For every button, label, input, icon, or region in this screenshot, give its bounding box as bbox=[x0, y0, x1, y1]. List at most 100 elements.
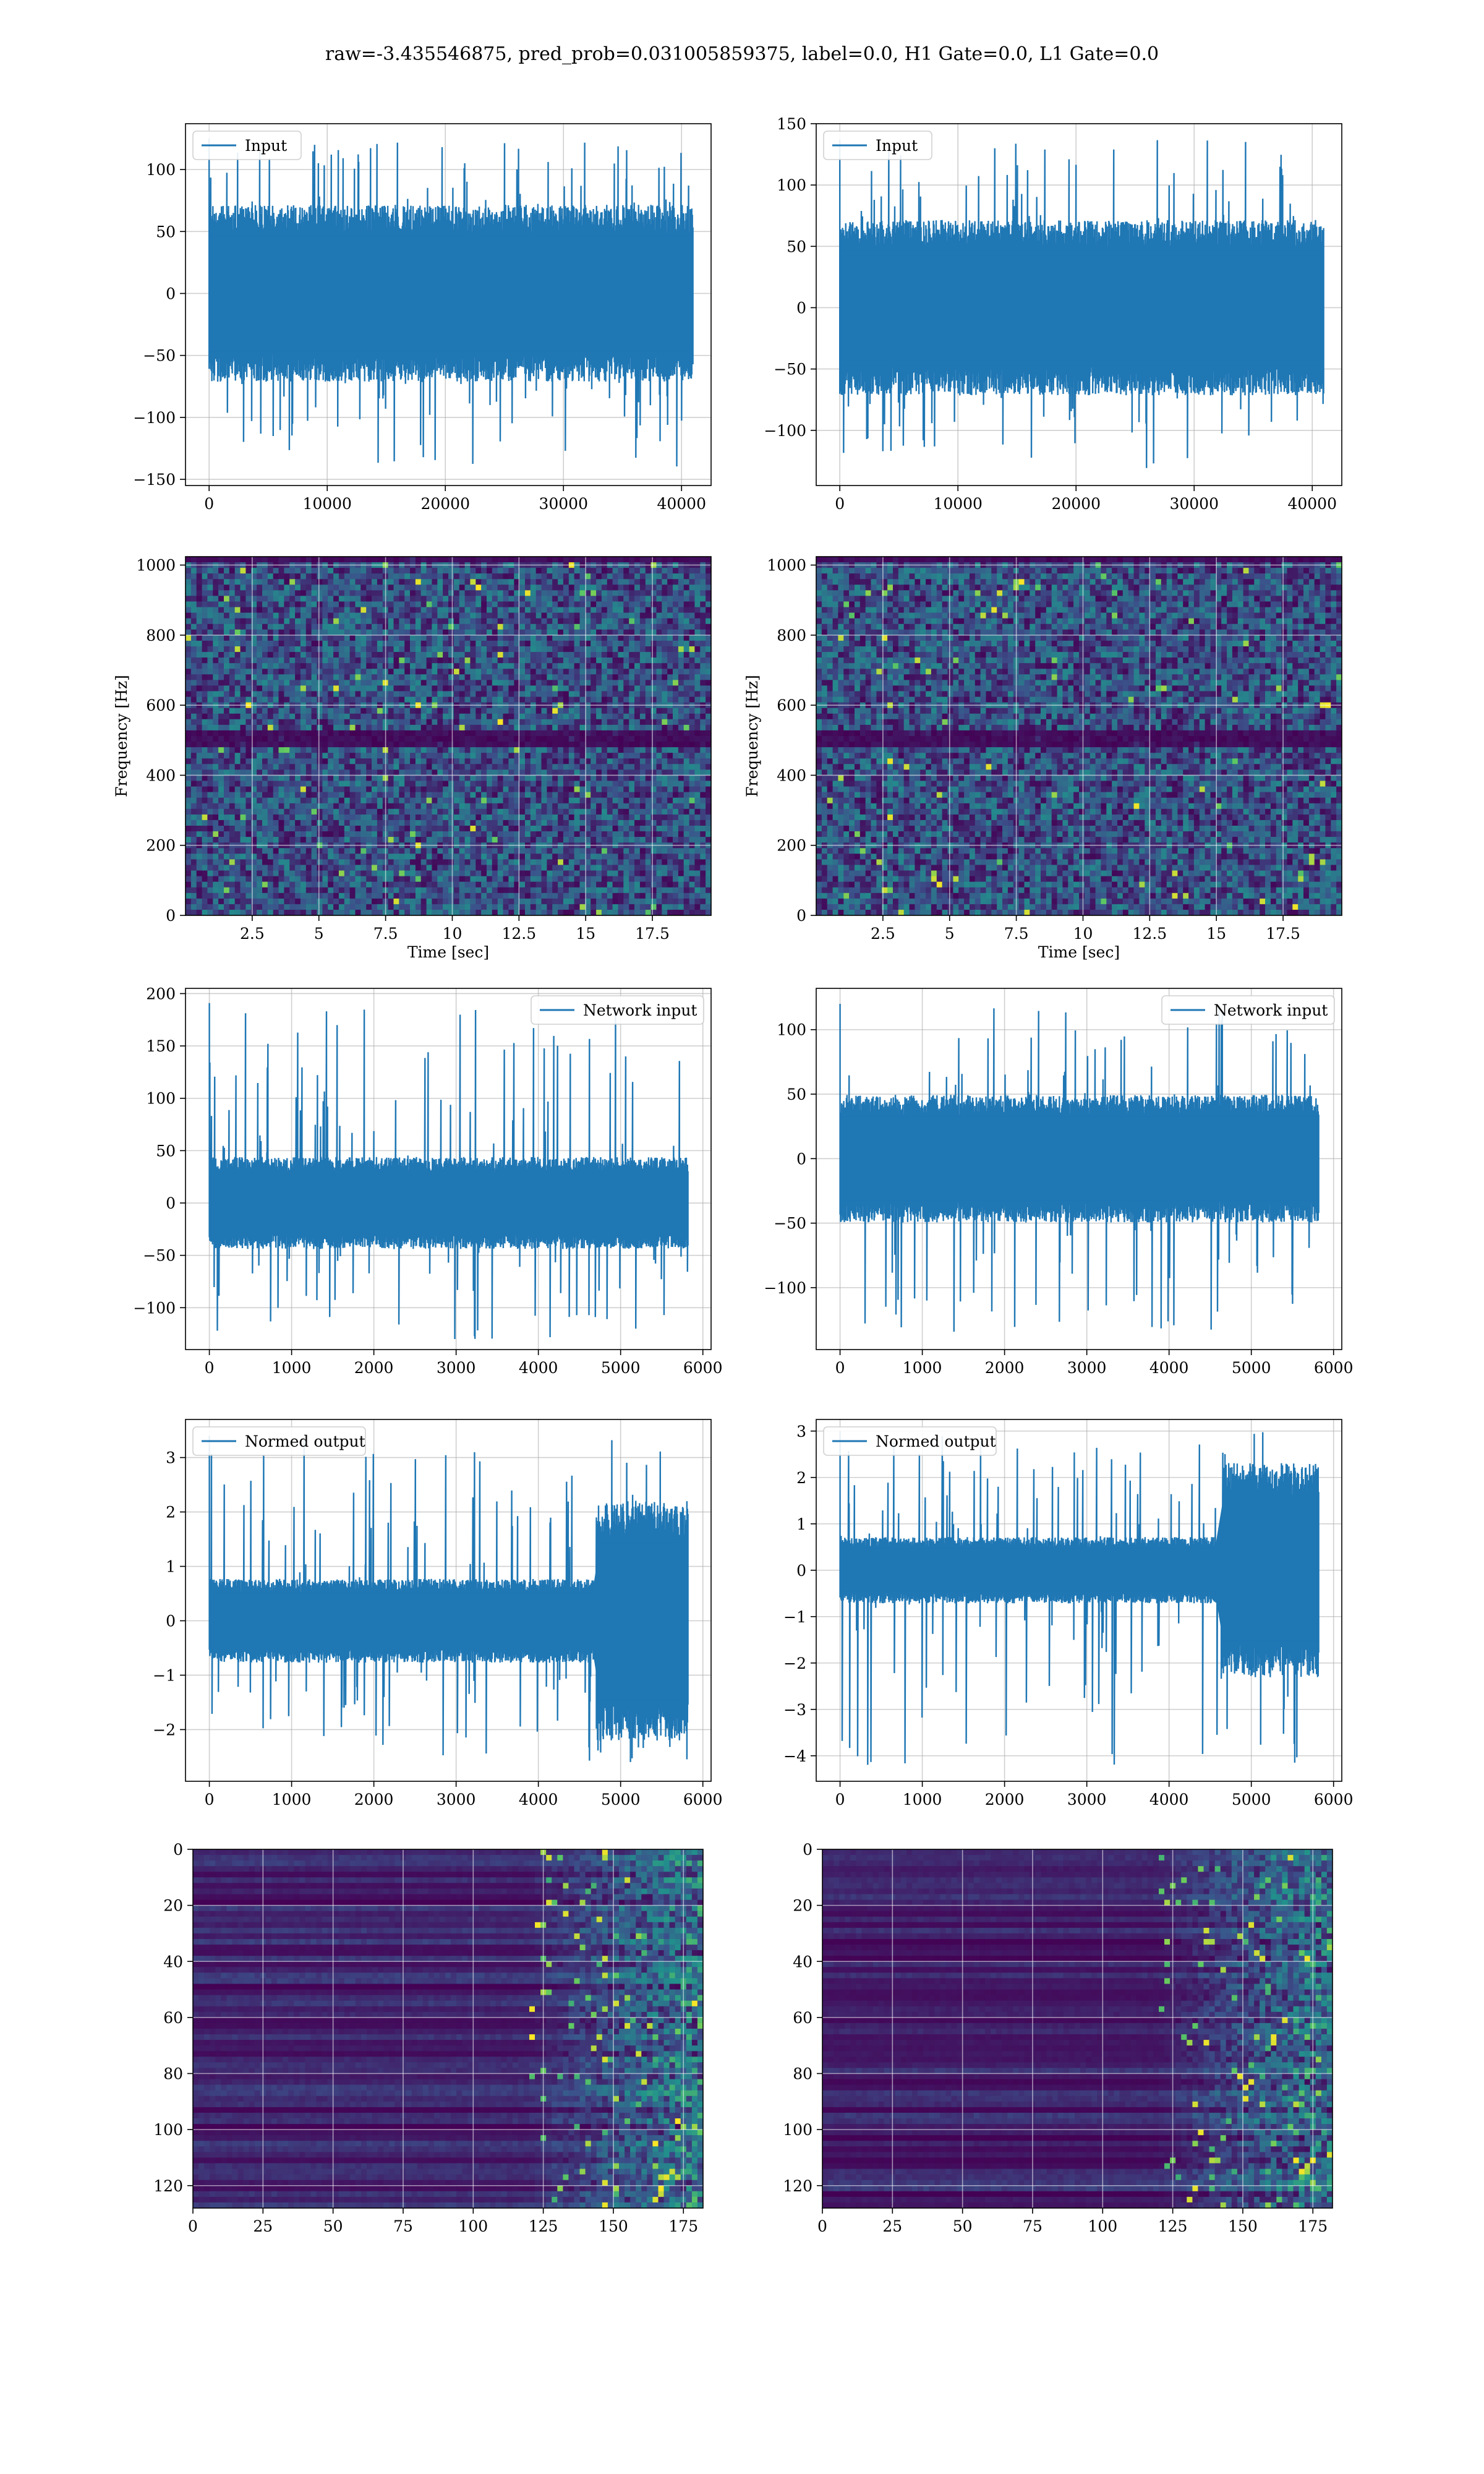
x-tick-label: 0 bbox=[188, 2217, 198, 2235]
x-tick-label: 3000 bbox=[1067, 1791, 1107, 1808]
x-tick-label: 0 bbox=[835, 1791, 845, 1808]
axes-frame bbox=[816, 988, 1342, 1350]
legend: Input bbox=[823, 131, 932, 160]
y-tick-label: −100 bbox=[764, 1279, 806, 1297]
y-axis-label: Frequency [Hz] bbox=[743, 675, 761, 797]
y-tick-label: 40 bbox=[793, 1953, 812, 1971]
panel-r3-c1: 0 1000 2000 3000 4000 5000 6000 −100 −50 0 50 100 15… bbox=[133, 985, 722, 1377]
legend-box bbox=[1161, 995, 1335, 1025]
series-band bbox=[840, 1500, 1319, 1641]
y-tick-label: 100 bbox=[146, 161, 176, 179]
panel-r3-c2: 0 1000 2000 3000 4000 5000 6000 −100 −50 0 50 100 Ne… bbox=[764, 988, 1354, 1377]
x-tick-label: 100 bbox=[1088, 2217, 1117, 2235]
heatmap-cells bbox=[193, 1849, 703, 2208]
x-tick-label: 3000 bbox=[1067, 1359, 1107, 1377]
x-tick-label: 7.5 bbox=[1004, 925, 1029, 943]
y-tick-label: 0 bbox=[796, 1562, 806, 1580]
x-axis-label: Time [sec] bbox=[407, 943, 489, 961]
y-tick-label: 3 bbox=[166, 1449, 176, 1467]
x-tick-label: 25 bbox=[882, 2217, 902, 2235]
y-tick-label: 0 bbox=[803, 1841, 812, 1859]
panel-r1-c1: 0 10000 20000 30000 40000 −150 −100 −50 0 50 100 In… bbox=[133, 123, 712, 513]
x-tick-label: 125 bbox=[1158, 2217, 1188, 2235]
panel-r5-c1: 0 25 50 75 100 125 150 175 0 20 40 60 80 100 120 bbox=[153, 1841, 704, 2235]
y-tick-label: 120 bbox=[153, 2177, 183, 2195]
x-tick-label: 15 bbox=[576, 925, 595, 943]
x-tick-label: 3000 bbox=[437, 1359, 476, 1377]
series-band bbox=[209, 235, 693, 352]
y-tick-label: 60 bbox=[163, 2009, 183, 2027]
x-tick-label: 17.5 bbox=[635, 925, 670, 943]
y-tick-label: −50 bbox=[774, 361, 806, 379]
y-tick-label: 150 bbox=[146, 1037, 176, 1055]
x-tick-label: 0 bbox=[205, 1359, 215, 1377]
panel-r1-c2: 0 10000 20000 30000 40000 −100 −50 0 50 100 150 Inp… bbox=[764, 115, 1342, 513]
x-tick-label: 0 bbox=[204, 495, 214, 513]
y-tick-label: 0 bbox=[173, 1841, 183, 1859]
y-tick-label: 1000 bbox=[136, 557, 176, 575]
x-tick-label: 1000 bbox=[272, 1359, 312, 1377]
y-tick-label: 0 bbox=[166, 907, 176, 925]
y-tick-label: −100 bbox=[133, 1299, 176, 1317]
x-tick-label: 6000 bbox=[1314, 1359, 1354, 1377]
legend-label: Normed output bbox=[245, 1432, 365, 1450]
x-tick-label: 2000 bbox=[985, 1359, 1025, 1377]
heatmap-cells bbox=[816, 557, 1342, 915]
axes-frame bbox=[816, 123, 1342, 486]
y-tick-label: 100 bbox=[146, 1090, 176, 1108]
x-tick-label: 5 bbox=[945, 925, 955, 943]
y-tick-label: 50 bbox=[156, 1142, 176, 1160]
y-tick-label: −4 bbox=[783, 1747, 806, 1765]
x-tick-label: 10000 bbox=[302, 495, 352, 513]
series-band bbox=[209, 1542, 688, 1700]
legend-box bbox=[192, 1426, 366, 1456]
x-tick-label: 100 bbox=[458, 2217, 488, 2235]
axes-frame bbox=[185, 1419, 712, 1782]
axes-frame bbox=[185, 988, 712, 1350]
x-tick-label: 20000 bbox=[420, 495, 470, 513]
legend-box bbox=[192, 131, 302, 160]
axes-frame bbox=[185, 556, 712, 916]
series-band bbox=[840, 250, 1324, 366]
x-tick-label: 10 bbox=[1073, 925, 1093, 943]
y-tick-label: 80 bbox=[163, 2065, 183, 2083]
x-tick-label: 2000 bbox=[354, 1791, 394, 1808]
legend-box bbox=[823, 131, 932, 160]
y-tick-label: 1 bbox=[796, 1515, 806, 1533]
y-tick-label: 800 bbox=[777, 627, 806, 644]
y-tick-label: −50 bbox=[774, 1215, 806, 1233]
y-tick-label: 0 bbox=[166, 285, 176, 302]
axes-frame bbox=[185, 123, 712, 486]
y-tick-label: −1 bbox=[153, 1666, 176, 1684]
y-tick-label: −100 bbox=[764, 422, 806, 440]
legend-box bbox=[531, 995, 704, 1025]
heatmap-cells bbox=[822, 1849, 1333, 2208]
y-tick-label: 120 bbox=[783, 2177, 812, 2195]
x-tick-label: 4000 bbox=[519, 1359, 558, 1377]
y-tick-label: −2 bbox=[783, 1654, 806, 1672]
x-tick-label: 175 bbox=[668, 2217, 698, 2235]
legend: Input bbox=[192, 131, 302, 160]
x-axis-label: Time [sec] bbox=[1038, 943, 1120, 961]
x-tick-label: 1000 bbox=[903, 1359, 942, 1377]
y-tick-label: 1 bbox=[166, 1558, 176, 1576]
axes-frame bbox=[192, 1849, 704, 2209]
panel-r2-c2: 2.5 5 7.5 10 12.5 15 17.5 0 200 400 600 800 1000 Time… bbox=[743, 556, 1342, 961]
y-tick-label: 400 bbox=[777, 766, 806, 784]
x-tick-label: 3000 bbox=[437, 1791, 476, 1808]
x-tick-label: 2000 bbox=[985, 1791, 1025, 1808]
panel-r4-c1: 0 1000 2000 3000 4000 5000 6000 −2 −1 0 1 2 3 Normed … bbox=[153, 1419, 723, 1808]
y-tick-label: 150 bbox=[777, 115, 806, 133]
y-tick-label: 100 bbox=[777, 1021, 806, 1039]
y-tick-label: 800 bbox=[146, 627, 176, 644]
x-tick-label: 0 bbox=[835, 495, 845, 513]
y-tick-label: 80 bbox=[793, 2065, 812, 2083]
y-tick-label: 2 bbox=[166, 1504, 176, 1522]
y-tick-label: 600 bbox=[146, 696, 176, 714]
legend: Normed output bbox=[192, 1426, 366, 1456]
x-tick-label: 50 bbox=[323, 2217, 343, 2235]
x-tick-label: 12.5 bbox=[502, 925, 537, 943]
x-tick-label: 175 bbox=[1298, 2217, 1328, 2235]
legend-label: Normed output bbox=[876, 1432, 996, 1450]
